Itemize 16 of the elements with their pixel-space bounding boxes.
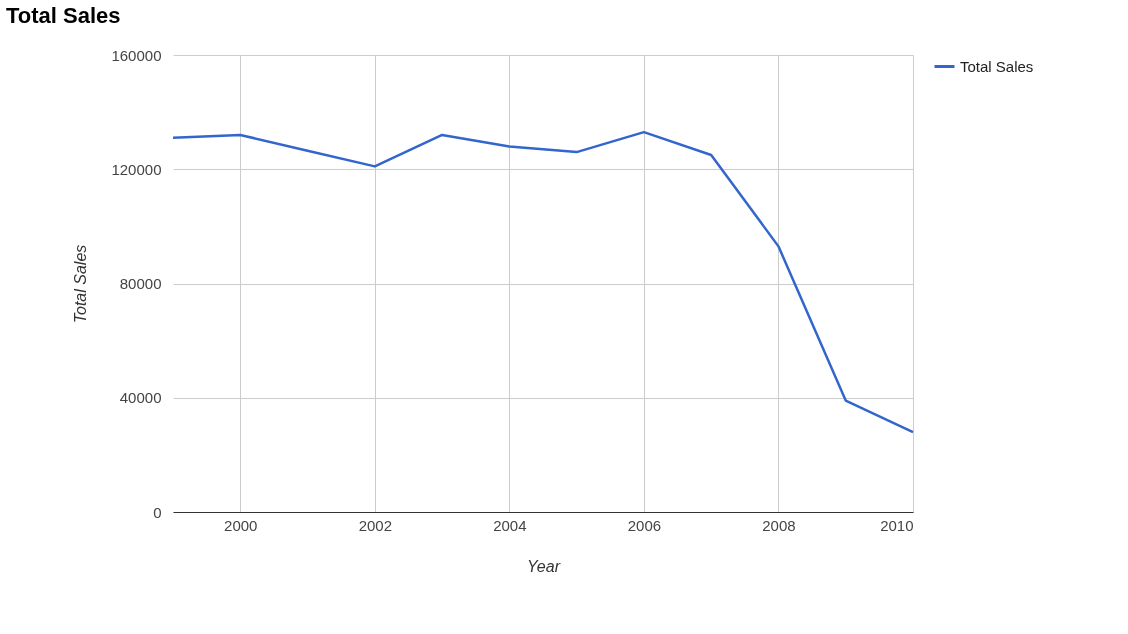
y-tick-label: 80000 <box>119 275 162 292</box>
x-tick-label: 2004 <box>493 516 527 534</box>
line-series <box>171 130 915 434</box>
y-axis-title: Total Sales <box>72 244 90 324</box>
x-tick-label: 2006 <box>627 516 662 534</box>
x-tick-label: 2008 <box>762 516 796 534</box>
x-axis-title: Year <box>527 557 561 575</box>
legend-label: Total Sales <box>960 57 1034 75</box>
x-tick-label: 2002 <box>358 516 393 534</box>
y-tick-label: 40000 <box>119 389 162 407</box>
x-tick-label: 2010 <box>880 516 914 534</box>
x-tick-label: 2000 <box>224 516 258 534</box>
y-tick-label: 0 <box>153 503 162 521</box>
chart-title: Total Sales <box>5 3 121 28</box>
y-tick-label: 120000 <box>111 160 162 178</box>
y-tick-label: 160000 <box>111 46 162 64</box>
